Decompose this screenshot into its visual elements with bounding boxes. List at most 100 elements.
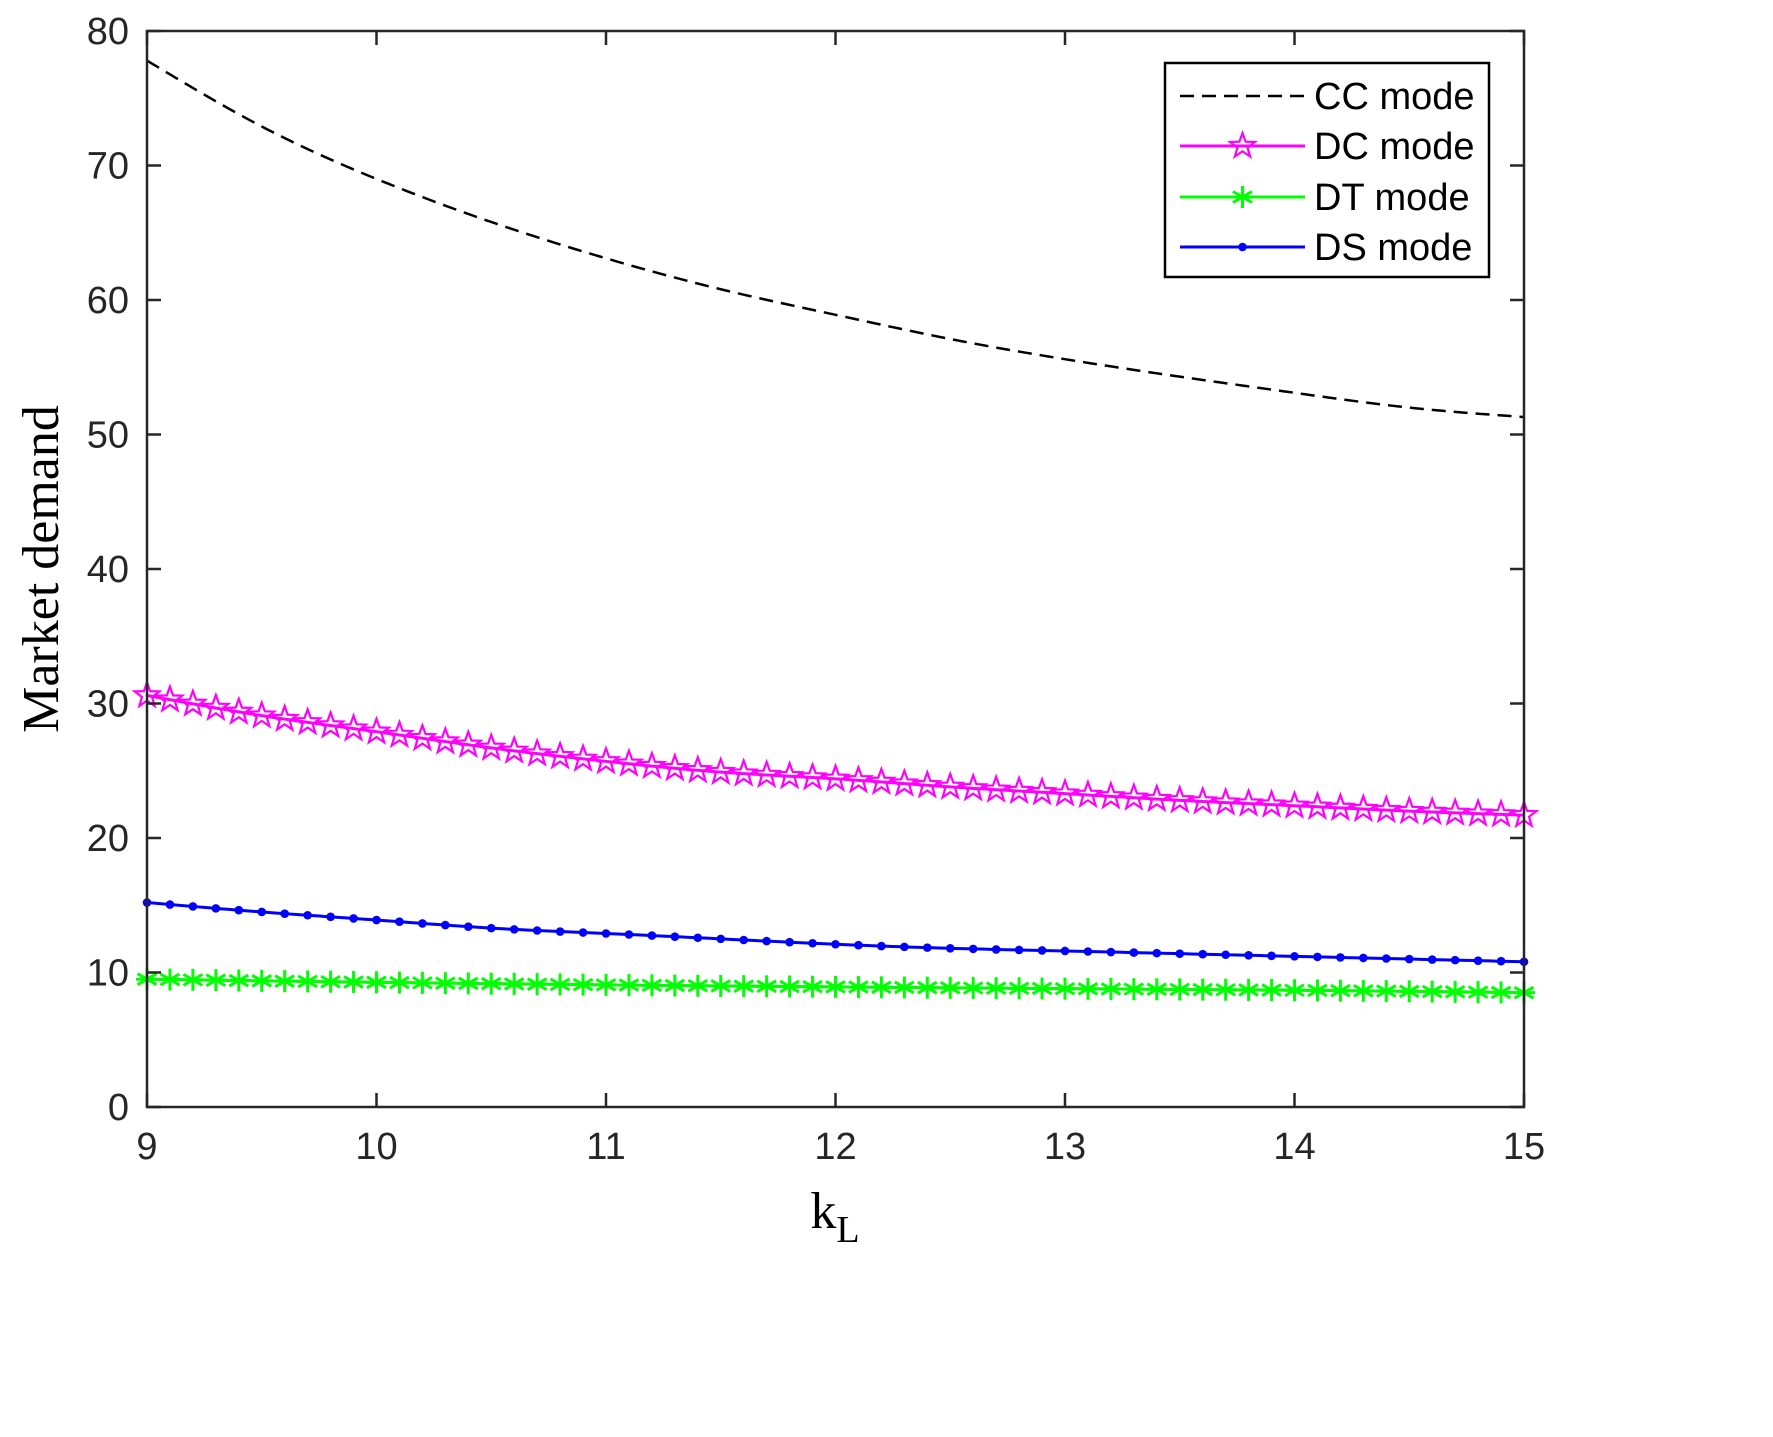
star-marker	[1324, 791, 1356, 822]
asterisk-marker	[732, 975, 755, 998]
asterisk-marker	[204, 969, 227, 992]
asterisk-marker	[962, 977, 985, 1000]
legend-label: DT mode	[1314, 177, 1470, 219]
series-dc-mode	[131, 679, 1540, 829]
star-marker	[406, 722, 438, 752]
asterisk-marker	[388, 971, 411, 994]
asterisk-marker	[686, 974, 709, 997]
dot-marker	[693, 933, 703, 943]
x-tick-label: 9	[136, 1126, 157, 1168]
star-marker	[521, 737, 553, 767]
series-markers	[131, 679, 1540, 829]
series-layer	[131, 59, 1540, 1004]
dot-marker	[395, 917, 404, 927]
dot-marker	[945, 943, 955, 953]
star-marker	[498, 734, 530, 764]
dot-marker	[1267, 951, 1276, 961]
star-marker	[246, 699, 278, 729]
star-marker	[957, 772, 989, 802]
star-marker	[911, 769, 943, 799]
dot-marker	[257, 907, 267, 917]
dot-marker	[1221, 950, 1230, 960]
dot-marker	[1060, 946, 1070, 956]
dot-marker	[326, 912, 335, 922]
legend-item: CC mode	[1180, 76, 1475, 118]
dot-marker	[923, 943, 932, 952]
dot-marker	[601, 929, 611, 938]
dot-marker	[1238, 242, 1247, 252]
asterisk-marker	[572, 973, 595, 996]
y-tick-label: 70	[87, 146, 129, 188]
asterisk-marker	[1054, 977, 1076, 1000]
legend-items: CC mode DC mode DT mode DS mode	[1180, 76, 1475, 269]
legend-item: DC mode	[1180, 126, 1475, 168]
asterisk-marker	[1122, 978, 1145, 1001]
star-marker	[1003, 774, 1035, 805]
x-axis-title-subscript: L	[836, 1209, 859, 1251]
star-marker	[1227, 129, 1258, 160]
asterisk-marker	[273, 970, 296, 993]
asterisk-marker	[709, 974, 732, 997]
star-marker	[705, 755, 737, 786]
star-marker	[1370, 793, 1402, 824]
dot-marker	[1198, 949, 1207, 959]
y-tick-label: 40	[87, 549, 129, 591]
asterisk-marker	[1421, 980, 1444, 1003]
dot-marker	[349, 914, 358, 923]
star-marker	[636, 749, 668, 780]
star-marker	[797, 761, 829, 791]
asterisk-marker	[1145, 978, 1168, 1001]
star-marker	[475, 731, 507, 762]
asterisk-marker	[434, 972, 457, 995]
star-marker	[315, 709, 347, 739]
x-tick-label: 11	[586, 1126, 625, 1168]
asterisk-marker	[939, 976, 962, 999]
dot-marker	[991, 945, 1001, 954]
star-marker	[429, 725, 461, 755]
star-marker	[1233, 787, 1265, 817]
asterisk-marker	[1467, 981, 1490, 1004]
star-marker	[361, 715, 392, 745]
asterisk-marker	[365, 971, 388, 994]
dot-marker	[1106, 947, 1116, 957]
y-tick-label: 80	[87, 11, 129, 53]
x-tick-label: 14	[1273, 1126, 1315, 1168]
star-marker	[728, 757, 760, 787]
star-marker	[774, 759, 806, 790]
legend-label: DS mode	[1314, 227, 1472, 269]
dot-marker	[739, 935, 748, 945]
star-marker	[934, 770, 966, 801]
asterisk-marker	[181, 968, 204, 991]
dot-marker	[486, 923, 496, 933]
dot-marker	[1473, 956, 1483, 965]
star-marker	[1118, 781, 1150, 811]
x-axis-title: kL	[810, 1183, 859, 1251]
dot-marker	[211, 904, 221, 913]
dot-marker	[1496, 956, 1506, 966]
y-tick-label: 30	[87, 684, 129, 726]
dot-marker	[303, 910, 312, 920]
dot-marker	[1014, 945, 1024, 955]
legend-item: DS mode	[1180, 227, 1472, 269]
star-marker	[292, 706, 324, 736]
y-tick-label: 20	[87, 818, 129, 860]
asterisk-marker	[319, 970, 342, 993]
legend-label: CC mode	[1314, 76, 1475, 118]
dot-marker	[968, 944, 978, 954]
dot-marker	[188, 902, 198, 911]
asterisk-marker	[480, 972, 503, 995]
star-marker	[338, 712, 370, 742]
dot-marker	[1404, 954, 1414, 964]
x-tick-label: 12	[814, 1126, 856, 1168]
asterisk-marker	[1352, 979, 1375, 1002]
star-marker	[1095, 780, 1127, 810]
dot-marker	[670, 932, 680, 941]
x-tick-label: 10	[355, 1126, 397, 1168]
asterisk-marker	[824, 975, 847, 998]
star-marker	[842, 764, 874, 794]
star-marker	[1049, 777, 1081, 807]
dot-marker	[1037, 946, 1047, 955]
star-marker	[751, 758, 783, 789]
series-markers	[136, 968, 1535, 1004]
dot-marker	[808, 938, 817, 948]
